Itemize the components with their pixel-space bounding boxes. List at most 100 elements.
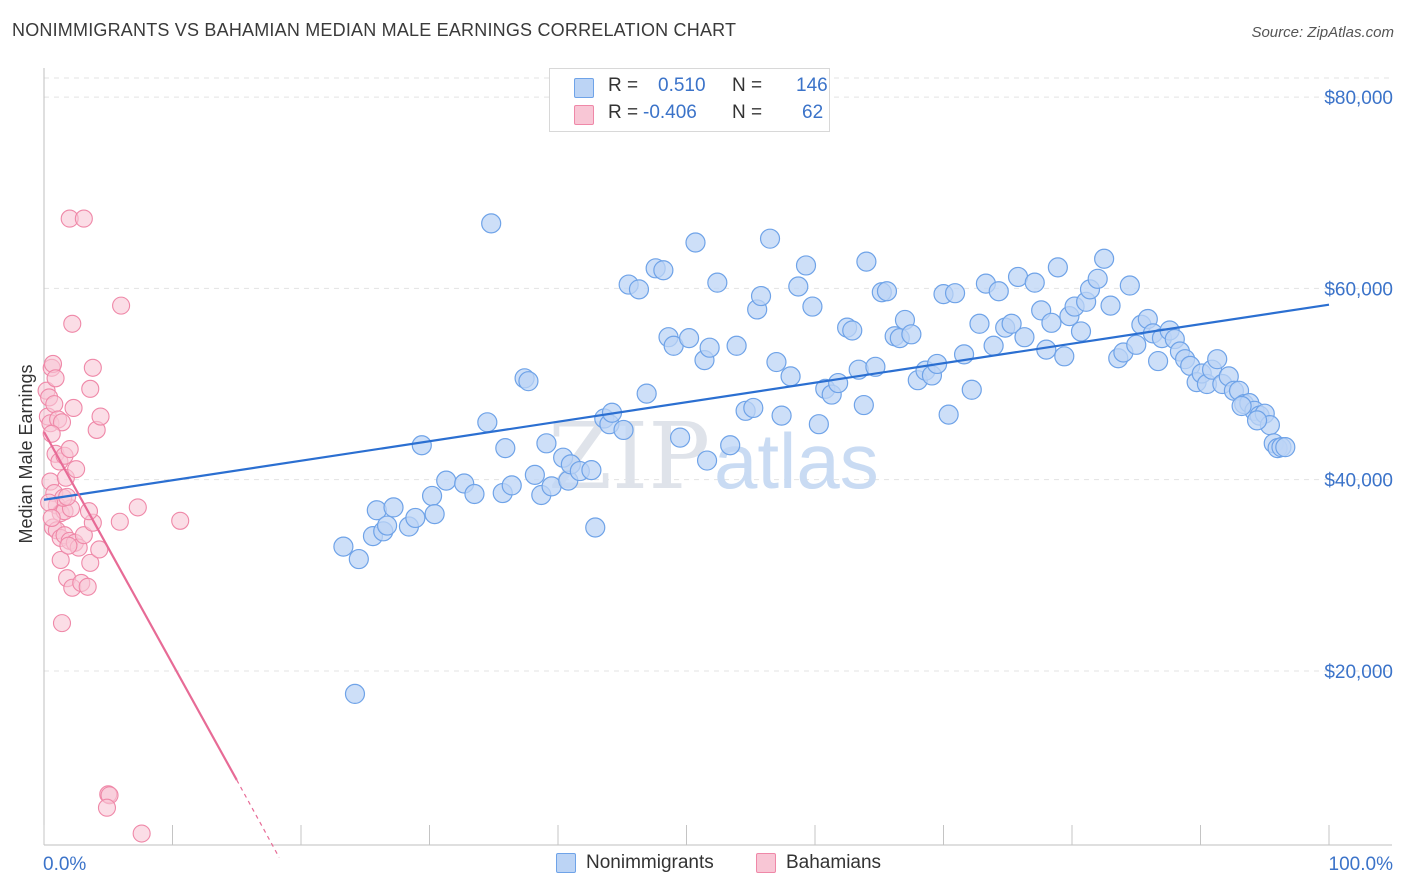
data-point-nonimmigrants <box>344 683 366 704</box>
trend-line-bahamians <box>43 431 238 781</box>
data-point-nonimmigrants <box>780 366 801 387</box>
y-tick-label: $60,000 <box>1324 279 1393 300</box>
data-point-nonimmigrants <box>696 450 718 471</box>
data-point-nonimmigrants <box>669 427 691 448</box>
data-point-nonimmigrants <box>938 404 959 425</box>
data-point-nonimmigrants <box>808 414 829 435</box>
data-point-bahamians <box>97 798 117 817</box>
data-point-nonimmigrants <box>853 394 874 416</box>
data-point-nonimmigrants <box>828 372 849 394</box>
points-layer <box>37 209 1296 843</box>
data-point-bahamians <box>63 314 82 333</box>
bottom-legend-swatch-blue <box>556 853 576 873</box>
legend-n-label: N = <box>732 75 763 96</box>
data-point-nonimmigrants <box>1070 321 1092 342</box>
data-point-bahamians <box>171 511 190 530</box>
data-point-nonimmigrants <box>969 313 990 334</box>
data-point-bahamians <box>52 614 72 633</box>
legend-r-label: R = <box>608 75 639 96</box>
watermark-atlas: atlas <box>714 417 879 505</box>
data-point-nonimmigrants <box>653 260 674 281</box>
data-point-nonimmigrants <box>901 324 922 345</box>
data-point-nonimmigrants <box>944 283 966 304</box>
axes-layer <box>43 68 1392 846</box>
data-point-nonimmigrants <box>856 251 877 272</box>
data-point-bahamians <box>74 526 93 545</box>
data-point-nonimmigrants <box>802 296 823 317</box>
legend-r-value: -0.406 <box>643 102 697 123</box>
legend-n-value: 146 <box>796 75 828 96</box>
data-point-nonimmigrants <box>481 213 502 234</box>
data-point-nonimmigrants <box>865 356 886 377</box>
data-point-bahamians <box>132 824 151 843</box>
data-point-bahamians <box>90 540 109 559</box>
data-point-nonimmigrants <box>795 255 817 276</box>
bottom-legend-label: Nonimmigrants <box>586 852 714 873</box>
data-point-nonimmigrants <box>421 485 443 507</box>
data-point-nonimmigrants <box>518 371 539 392</box>
data-point-nonimmigrants <box>771 405 792 426</box>
data-point-bahamians <box>52 413 72 432</box>
data-point-nonimmigrants <box>613 419 634 441</box>
legend: R = 0.510 N = 146 R = -0.406 N = 62 <box>549 68 830 132</box>
data-point-nonimmigrants <box>1014 327 1035 348</box>
data-point-nonimmigrants <box>411 435 432 456</box>
data-point-nonimmigrants <box>1047 257 1068 278</box>
data-point-nonimmigrants <box>1147 350 1169 372</box>
data-point-nonimmigrants <box>678 328 700 349</box>
trend-layer <box>43 303 1330 858</box>
y-tick-label: $40,000 <box>1324 471 1393 492</box>
data-point-nonimmigrants <box>1231 395 1252 417</box>
x-tick-label: 0.0% <box>43 854 86 875</box>
chart-title: NONIMMIGRANTS VS BAHAMIAN MEDIAN MALE EA… <box>12 20 737 40</box>
data-point-nonimmigrants <box>524 464 545 485</box>
data-point-nonimmigrants <box>699 337 720 358</box>
legend-swatch-blue <box>574 78 594 98</box>
data-point-nonimmigrants <box>376 515 398 536</box>
data-point-bahamians <box>81 379 100 398</box>
data-point-nonimmigrants <box>501 475 522 496</box>
data-point-nonimmigrants <box>876 281 898 302</box>
data-point-nonimmigrants <box>726 335 747 356</box>
data-point-nonimmigrants <box>1275 437 1296 458</box>
data-point-nonimmigrants <box>464 483 485 505</box>
y-axis-label: Median Male Earnings <box>16 364 36 543</box>
data-point-bahamians <box>74 209 93 228</box>
data-point-nonimmigrants <box>1207 349 1228 370</box>
data-point-nonimmigrants <box>720 435 741 456</box>
data-point-nonimmigrants <box>581 460 602 481</box>
data-point-bahamians <box>110 512 129 531</box>
data-point-nonimmigrants <box>424 503 445 525</box>
chart-source: Source: ZipAtlas.com <box>1251 24 1394 41</box>
data-point-nonimmigrants <box>1100 295 1121 316</box>
data-point-bahamians <box>59 536 78 555</box>
data-point-nonimmigrants <box>1041 312 1062 333</box>
data-point-nonimmigrants <box>1001 313 1022 334</box>
data-point-nonimmigrants <box>383 497 404 518</box>
x-tick-label: 100.0% <box>1329 854 1394 875</box>
bottom-legend-swatch-pink <box>756 853 776 873</box>
data-point-nonimmigrants <box>1024 272 1045 293</box>
watermark: ZIP atlas <box>548 403 879 510</box>
data-point-nonimmigrants <box>1119 275 1140 296</box>
data-point-nonimmigrants <box>636 383 657 404</box>
data-point-nonimmigrants <box>1094 248 1115 269</box>
data-point-nonimmigrants <box>405 507 426 529</box>
data-point-bahamians <box>40 493 59 512</box>
legend-n-label: N = <box>732 102 763 123</box>
data-point-nonimmigrants <box>1246 410 1268 431</box>
data-point-nonimmigrants <box>759 228 781 249</box>
data-point-bahamians <box>64 398 83 417</box>
data-point-bahamians <box>67 460 86 479</box>
legend-r-value: 0.510 <box>658 75 706 96</box>
data-point-nonimmigrants <box>348 548 369 570</box>
legend-n-value: 62 <box>802 102 824 123</box>
data-point-nonimmigrants <box>628 279 650 300</box>
data-point-nonimmigrants <box>1087 268 1108 289</box>
data-point-bahamians <box>91 407 110 426</box>
data-point-nonimmigrants <box>766 351 787 373</box>
data-point-nonimmigrants <box>1054 346 1075 367</box>
data-point-bahamians <box>46 369 65 388</box>
data-point-bahamians <box>78 577 97 596</box>
data-point-nonimmigrants <box>983 335 1004 356</box>
